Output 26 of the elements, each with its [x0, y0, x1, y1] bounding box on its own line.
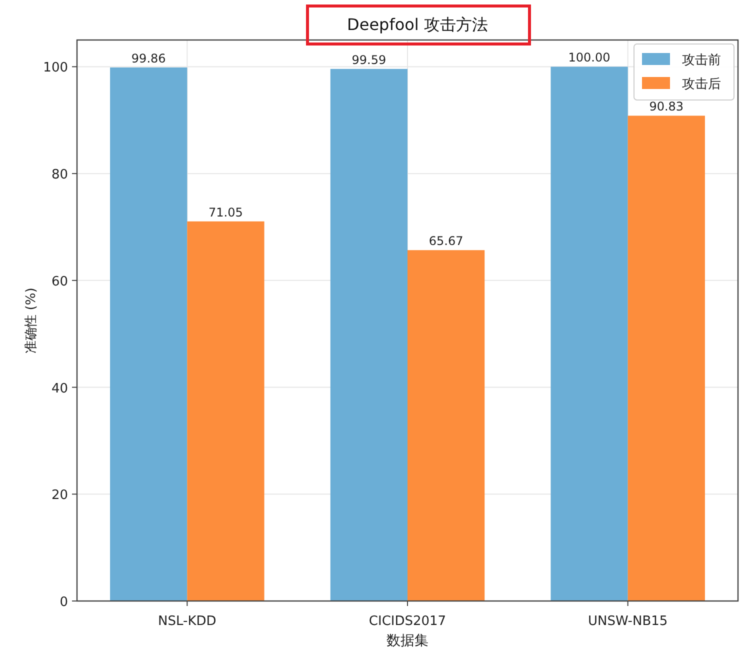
- y-tick-label: 20: [51, 488, 68, 504]
- bar: [550, 66, 628, 601]
- x-tick-label: UNSW-NB15: [588, 614, 668, 629]
- y-tick-label: 80: [51, 168, 68, 183]
- legend-label: 攻击后: [682, 77, 721, 92]
- bar: [330, 68, 408, 601]
- y-tick-label: 100: [43, 60, 68, 76]
- y-tick-label: 40: [51, 381, 68, 396]
- bar: [187, 221, 264, 601]
- y-tick-label: 0: [60, 595, 68, 610]
- x-tick-label: NSL-KDD: [158, 614, 216, 629]
- bar: [408, 250, 485, 601]
- chart-title: Deepfool 攻击方法: [347, 15, 488, 34]
- data-label: 71.05: [208, 205, 243, 220]
- x-axis-title: 数据集: [386, 633, 428, 649]
- data-label: 99.59: [352, 52, 386, 67]
- data-label: 100.00: [568, 50, 610, 65]
- data-label: 99.86: [131, 51, 166, 66]
- y-tick-label: 60: [51, 274, 68, 290]
- data-label: 65.67: [428, 234, 464, 248]
- legend-label: 攻击前: [682, 53, 721, 68]
- bar: [628, 116, 705, 601]
- bar: [110, 67, 188, 601]
- data-label: 90.83: [649, 100, 684, 114]
- y-axis-title: 准确性 (%): [24, 288, 39, 354]
- x-tick-label: CICIDS2017: [368, 614, 446, 629]
